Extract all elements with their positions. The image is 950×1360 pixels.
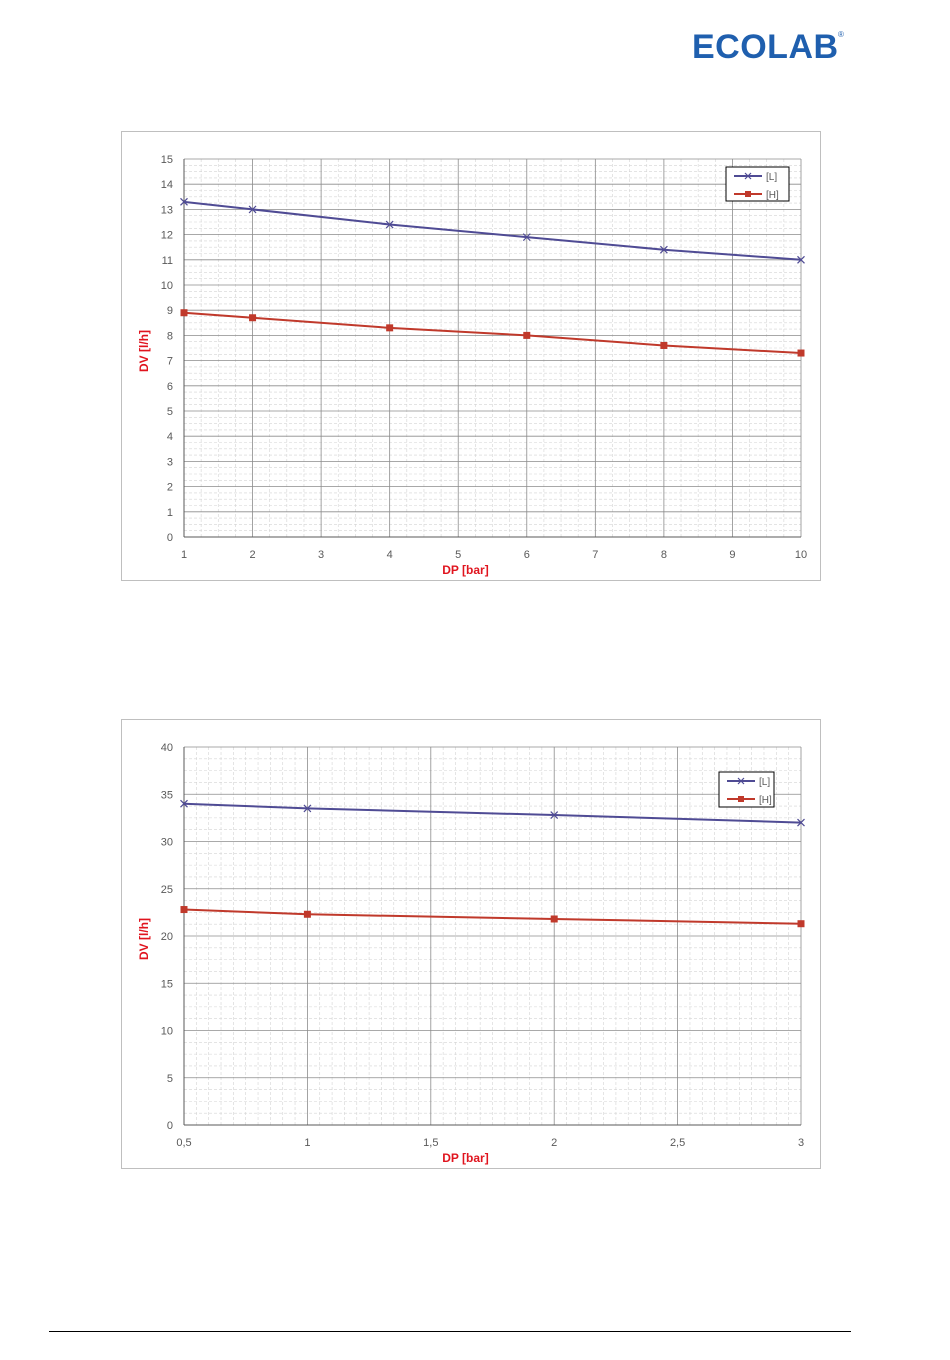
y-axis-label: DV [l/h] [137,330,151,372]
y-tick-label: 9 [167,305,173,317]
x-tick-label: 7 [592,549,598,561]
chart-1: 0 1 2 3 4 5 6 7 8 9 10 11 12 13 14 15 1 2 3 4 5 6 7 8 9 10 DP [bar… [121,131,821,581]
x-axis-label: DP [bar] [442,1151,488,1165]
x-tick-label: 8 [661,549,667,561]
series-line [183,908,802,925]
x-tick-label: 9 [729,549,735,561]
data-point [303,804,312,813]
ecolab-logo: ECOLAB ® [692,30,844,64]
y-tick-label: 0 [167,1120,173,1132]
x-tick-label: 2 [249,549,255,561]
legend: [L] [H] [725,166,790,202]
x-tick-label: 10 [795,549,807,561]
y-tick-label: 6 [167,381,173,393]
series-line [183,311,802,355]
y-tick-label: 13 [161,204,173,216]
data-point [523,331,531,339]
y-tick-label: 2 [167,482,173,494]
x-tick-label: 3 [798,1137,804,1149]
y-tick-label: 0 [167,532,173,544]
y-tick-label: 30 [161,837,173,849]
y-tick-label: 5 [167,1073,173,1085]
series-H [180,309,805,357]
y-tick-label: 14 [161,179,173,191]
y-tick-label: 3 [167,456,173,468]
legend-marker [737,777,745,785]
x-tick-label: 1 [181,549,187,561]
data-point [180,309,188,317]
y-tick-label: 4 [167,431,173,443]
y-tick-label: 8 [167,330,173,342]
y-tick-label: 35 [161,789,173,801]
x-tick-label: 5 [455,549,461,561]
legend-marker [738,796,744,802]
data-point [180,906,188,914]
y-tick-label: 10 [161,1026,173,1038]
x-tick-label: 1,5 [423,1137,438,1149]
series-H [180,906,805,928]
grid [183,746,802,1126]
series-L [180,799,805,827]
x-tick-label: 1 [304,1137,310,1149]
data-point [522,233,531,242]
y-tick-label: 1 [167,507,173,519]
y-tick-label: 7 [167,356,173,368]
legend-label: [L] [759,777,770,788]
x-tick-label: 4 [387,549,393,561]
data-point [249,314,257,322]
x-tick-label: 3 [318,549,324,561]
data-point [550,915,558,923]
data-point [550,811,559,819]
y-tick-label: 10 [161,280,173,292]
data-point [303,910,311,918]
data-point [660,341,668,349]
series-line [183,200,802,261]
data-point [797,349,805,357]
data-point [180,799,188,808]
x-tick-label: 6 [524,549,530,561]
data-point [385,220,394,229]
data-point [248,205,257,214]
y-axis-label: DV [l/h] [137,918,151,960]
data-point [797,255,805,264]
legend-box [725,166,790,202]
legend: [L] [H] [718,771,775,808]
data-point [659,245,668,254]
x-axis-label: DP [bar] [442,563,488,577]
legend-box [718,771,775,808]
data-point [180,197,188,206]
y-tick-label: 5 [167,406,173,418]
logo-text: ECOLAB [692,28,839,66]
y-tick-label: 12 [161,230,173,242]
y-tick-label: 40 [161,742,173,754]
registered-mark-icon: ® [838,30,844,39]
y-tick-label: 25 [161,884,173,896]
x-tick-label: 0,5 [176,1137,191,1149]
legend-marker [745,191,751,197]
y-tick-label: 15 [161,154,173,166]
data-point [797,818,805,827]
legend-label: [H] [759,795,772,806]
legend-marker [744,172,752,180]
x-tick-label: 2,5 [670,1137,685,1149]
y-tick-label: 20 [161,931,173,943]
grid [183,158,802,538]
y-tick-label: 15 [161,978,173,990]
legend-label: [H] [766,190,779,201]
y-tick-label: 11 [162,255,173,267]
x-tick-label: 2 [551,1137,557,1149]
data-point [386,324,394,332]
chart-2: 0 5 10 15 20 25 30 35 40 0,5 1 1,5 2 2,5 3 DP [bar] DV [… [121,719,821,1169]
legend-label: [L] [766,172,777,183]
chart-2-svg: 0 5 10 15 20 25 30 35 40 0,5 1 1,5 2 2,5 3 DP [bar] DV [… [137,742,805,1165]
series-line [183,802,802,824]
footer-divider [49,1331,851,1332]
series-L [180,197,805,264]
data-point [797,920,805,928]
